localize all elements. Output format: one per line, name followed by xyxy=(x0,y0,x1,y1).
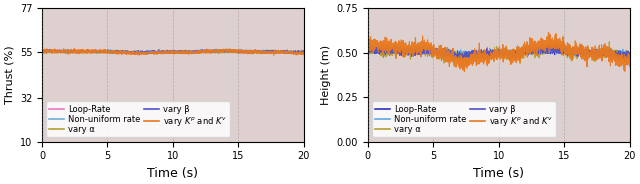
Legend: Loop-Rate, Non-uniform rate, vary α, vary β, vary $K^p$ and $K^v$: Loop-Rate, Non-uniform rate, vary α, var… xyxy=(46,101,230,137)
Y-axis label: Height (m): Height (m) xyxy=(321,45,331,105)
X-axis label: Time (s): Time (s) xyxy=(473,167,524,180)
Legend: Loop-Rate, Non-uniform rate, vary α, vary β, vary $K^p$ and $K^v$: Loop-Rate, Non-uniform rate, vary α, var… xyxy=(372,101,556,137)
X-axis label: Time (s): Time (s) xyxy=(147,167,198,180)
Y-axis label: Thrust (%): Thrust (%) xyxy=(4,46,14,104)
